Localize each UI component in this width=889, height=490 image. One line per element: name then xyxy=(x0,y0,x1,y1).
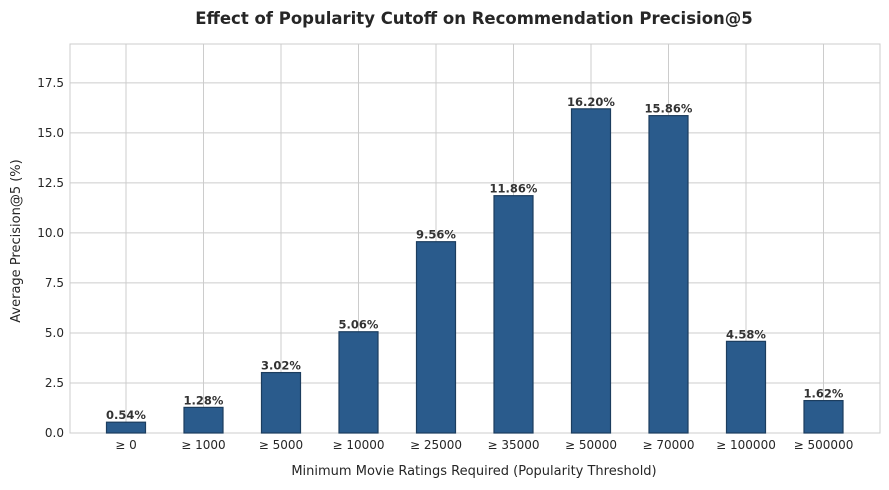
bar xyxy=(260,371,302,434)
data-label: 16.20% xyxy=(567,95,615,109)
y-tick-labels: 0.0 2.5 5.0 7.5 10.0 12.5 15.0 17.5 xyxy=(37,76,64,440)
bar xyxy=(493,195,534,434)
y-tick-label: 17.5 xyxy=(37,76,64,90)
bar xyxy=(415,241,457,434)
x-tick-label: ≥ 0 xyxy=(115,438,137,452)
x-tick-label: ≥ 1000 xyxy=(181,438,225,452)
bar xyxy=(648,115,689,434)
y-tick-label: 5.0 xyxy=(45,326,64,340)
y-axis-label: Average Precision@5 (%) xyxy=(9,159,24,322)
bar xyxy=(570,108,612,434)
x-axis-label: Minimum Movie Ratings Required (Populari… xyxy=(291,464,656,479)
data-labels-layer: 0.54% 1.28% 3.02% 5.06% 9.56% 11.86% 16.20% 15.… xyxy=(106,95,844,422)
data-label: 11.86% xyxy=(490,182,538,196)
data-label: 15.86% xyxy=(645,102,693,116)
x-tick-label: ≥ 25000 xyxy=(410,438,462,452)
bar xyxy=(183,406,224,434)
plot-frame xyxy=(69,43,881,434)
y-tick-label: 15.0 xyxy=(37,126,64,140)
x-tick-label: ≥ 35000 xyxy=(487,438,539,452)
bars-layer xyxy=(105,108,844,434)
bar xyxy=(803,399,844,434)
x-tick-labels: ≥ 0 ≥ 1000 ≥ 5000 ≥ 10000 ≥ 25000 ≥ 35000 ≥ 50… xyxy=(115,438,853,452)
x-tick-label: ≥ 10000 xyxy=(332,438,384,452)
x-tick-label: ≥ 5000 xyxy=(259,438,303,452)
data-label: 1.28% xyxy=(184,393,224,407)
bar xyxy=(725,340,767,434)
x-tick-label: ≥ 50000 xyxy=(565,438,617,452)
data-label: 5.06% xyxy=(339,318,379,332)
x-tick-label: ≥ 70000 xyxy=(642,438,694,452)
bar xyxy=(105,421,147,434)
bar xyxy=(338,331,379,434)
y-tick-label: 7.5 xyxy=(45,276,64,290)
data-label: 9.56% xyxy=(416,228,456,242)
data-label: 1.62% xyxy=(804,387,844,401)
x-tick-label: ≥ 500000 xyxy=(794,438,854,452)
y-tick-label: 2.5 xyxy=(45,376,64,390)
chart-title: Effect of Popularity Cutoff on Recommend… xyxy=(195,9,753,28)
y-tick-label: 0.0 xyxy=(45,426,64,440)
y-tick-label: 10.0 xyxy=(37,226,64,240)
data-label: 0.54% xyxy=(106,408,146,422)
data-label: 4.58% xyxy=(726,327,766,341)
x-tick-label: ≥ 100000 xyxy=(716,438,776,452)
data-label: 3.02% xyxy=(261,359,301,373)
y-tick-label: 12.5 xyxy=(37,176,64,190)
